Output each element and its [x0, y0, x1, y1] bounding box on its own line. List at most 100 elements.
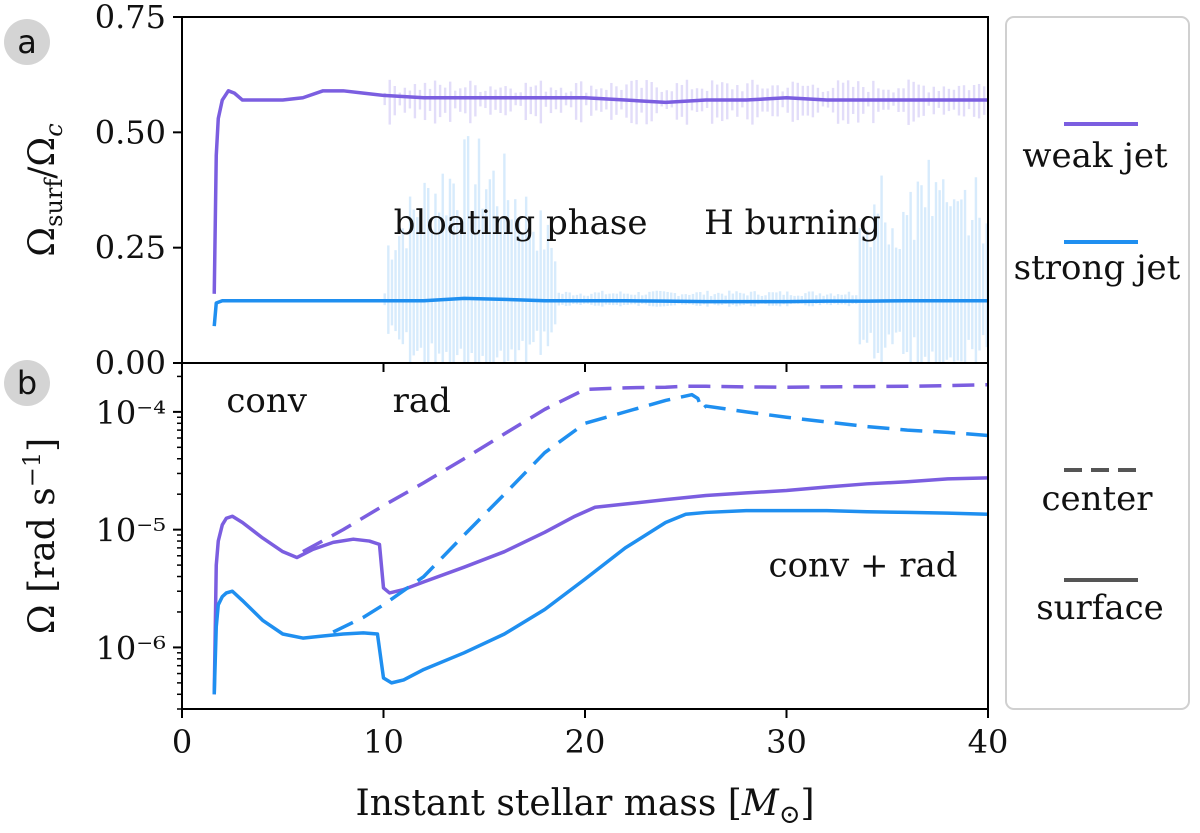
strong-jet-variability [952, 199, 956, 362]
strong-jet-variability [670, 292, 673, 306]
strong-jet-variability [524, 196, 528, 363]
weak-jet-variability [398, 92, 402, 106]
weak-jet-variability [464, 87, 467, 114]
strong-jet-variability [804, 293, 807, 306]
weak-jet-variability [499, 87, 502, 113]
strong-jet-variability [416, 217, 419, 351]
strong-jet-variability [931, 216, 934, 352]
strong-jet-variability [974, 177, 978, 363]
strong-jet-variability [521, 233, 524, 341]
strong-jet-variability [477, 138, 481, 363]
legend-weak-jet: weak jet [1022, 136, 1168, 176]
strong-jet-variability [807, 291, 811, 307]
weak-jet-variability [710, 80, 714, 124]
strong-jet-variability [394, 250, 397, 332]
strong-jet-variability [401, 228, 405, 345]
weak-jet-variability [534, 85, 538, 117]
strong-jet-variability [728, 290, 731, 307]
series-b-strong-jet-surface [212, 508, 989, 695]
strong-jet-variability [873, 204, 876, 359]
strong-jet-variability [753, 291, 756, 307]
strong-jet-variability [760, 295, 764, 304]
strong-jet-variability [485, 189, 488, 363]
weak-jet-variability [579, 81, 583, 123]
strong-jet-variability [688, 294, 691, 305]
strong-jet-variability [546, 224, 550, 347]
strong-jet-variability [949, 206, 952, 358]
y-tick-label-a: 0.75 [95, 0, 166, 36]
x-tick-label: 0 [172, 723, 192, 761]
x-tick-label: 10 [363, 723, 404, 761]
y-tick-label-a: 0.50 [95, 113, 166, 151]
strong-jet-variability [898, 249, 901, 332]
weak-jet-variability [494, 89, 497, 110]
strong-jet-variability [934, 182, 938, 363]
weak-jet-variability [388, 79, 391, 125]
strong-jet-variability [695, 292, 698, 306]
strong-jet-variability [706, 290, 709, 307]
strong-jet-variability [985, 223, 988, 348]
strong-jet-variability [463, 139, 466, 363]
weak-jet-variability [796, 82, 799, 121]
strong-jet-variability [967, 235, 970, 340]
series-b-strong-jet-center [332, 392, 989, 634]
strong-jet-variability [709, 296, 713, 304]
strong-jet-variability [550, 247, 553, 333]
strong-jet-variability [387, 245, 390, 334]
strong-jet-variability [488, 179, 492, 363]
strong-jet-variability [960, 199, 963, 362]
strong-jet-variability [876, 213, 880, 353]
strong-jet-variability [775, 292, 778, 306]
weak-jet-variability [504, 86, 507, 116]
strong-jet-variability [510, 219, 513, 350]
strong-jet-variability [514, 199, 517, 362]
strong-jet-variability [535, 250, 539, 331]
strong-jet-variability [408, 196, 412, 363]
weak-jet-variability [393, 86, 396, 116]
strong-jet-variability [869, 247, 872, 333]
strong-jet-variability [778, 291, 782, 307]
strong-jet-variability [441, 173, 444, 363]
strong-jet-variability [506, 200, 510, 362]
strong-jet-variability [680, 294, 684, 305]
panel-b-badge: b [4, 360, 50, 406]
weak-jet-variability [459, 88, 462, 112]
series-b-weak-jet-center [302, 382, 989, 554]
weak-jet-variability [474, 85, 477, 117]
strong-jet-variability [659, 290, 662, 307]
strong-jet-variability [448, 178, 452, 363]
strong-jet-variability [847, 291, 851, 307]
strong-jet-variability [398, 236, 401, 340]
strong-jet-variability [767, 292, 771, 306]
x-tick-label: 40 [968, 723, 1009, 761]
weak-jet-variability [872, 80, 875, 124]
annotation-b: conv + rad [769, 546, 958, 586]
strong-jet-variability [474, 184, 477, 363]
weak-jet-variability [448, 81, 452, 122]
weak-jet-variability [786, 87, 789, 113]
weak-jet-variability [383, 92, 386, 106]
weak-jet-variability [438, 84, 442, 118]
strong-jet-variability [862, 235, 865, 340]
x-axis-label: Instant stellar mass [M⊙] [355, 783, 814, 830]
strong-jet-variability [648, 291, 651, 307]
x-tick-label: 20 [565, 723, 606, 761]
weak-jet-variability [539, 80, 543, 124]
legend-center: center [1041, 479, 1153, 519]
strong-jet-variability [920, 185, 923, 363]
strong-jet-variability [456, 210, 459, 356]
weak-jet-variability [418, 89, 422, 110]
strong-jet-variability [789, 295, 793, 305]
weak-jet-variability [846, 80, 850, 124]
panel-b-ylabel: Ω [rad s−1] [18, 438, 63, 634]
strong-jet-variability [858, 228, 862, 345]
strong-jet-variability [945, 202, 949, 360]
strong-jet-variability [796, 295, 800, 304]
strong-jet-variability [430, 229, 434, 344]
y-tick-label-a: 0.25 [95, 229, 166, 267]
strong-jet-variability [880, 175, 883, 363]
weak-jet-variability [670, 91, 674, 108]
strong-jet-variability [699, 292, 702, 306]
weak-jet-variability [660, 91, 663, 107]
strong-jet-variability [942, 179, 945, 363]
